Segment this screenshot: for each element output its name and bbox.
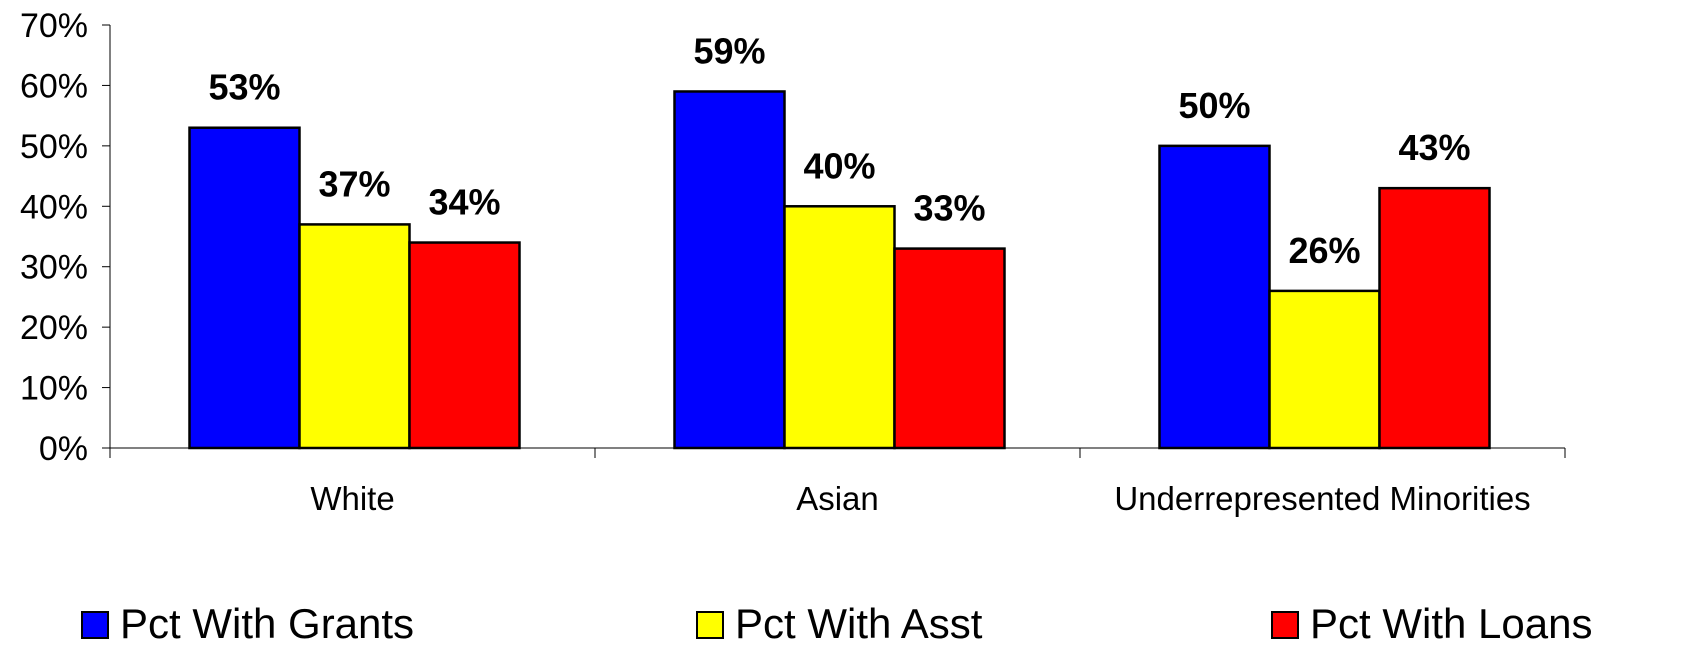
bars	[188, 90, 1491, 450]
y-tick-label: 60%	[20, 67, 88, 105]
bar	[673, 90, 786, 450]
bar	[1158, 144, 1271, 450]
y-axis: 0% 10% 20% 30% 40% 50% 60% 70%	[20, 7, 111, 468]
legend-label: Pct With Grants	[120, 600, 414, 646]
legend-swatch	[696, 611, 724, 639]
y-tick-label: 40%	[20, 188, 88, 226]
y-tick-label: 30%	[20, 249, 88, 287]
y-tick-label: 20%	[20, 309, 88, 347]
data-label: 40%	[803, 145, 875, 186]
data-label: 26%	[1288, 230, 1360, 271]
data-label: 43%	[1398, 127, 1470, 168]
bar	[408, 241, 521, 450]
data-label: 53%	[208, 67, 280, 108]
category-label: Asian	[796, 480, 879, 517]
bar	[783, 205, 896, 450]
data-labels: 53% 37% 34% 59% 40% 33% 50% 26% 43%	[208, 30, 1470, 270]
legend: Pct With Grants Pct With Asst Pct With Loa…	[81, 600, 1592, 646]
data-label: 50%	[1178, 85, 1250, 126]
y-tick-label: 10%	[20, 370, 88, 408]
y-tick-label: 0%	[39, 430, 88, 468]
legend-label: Pct With Loans	[1310, 600, 1592, 646]
data-label: 59%	[693, 30, 765, 71]
bar	[1378, 186, 1491, 450]
bar	[298, 223, 411, 450]
data-label: 34%	[428, 182, 500, 223]
legend-swatch	[81, 611, 109, 639]
category-label: White	[310, 480, 394, 517]
category-label: Underrepresented Minorities	[1114, 480, 1530, 517]
bar	[1268, 289, 1381, 450]
bar	[893, 247, 1006, 450]
legend-swatch	[1271, 611, 1299, 639]
legend-label: Pct With Asst	[735, 600, 983, 646]
x-axis: White Asian Underrepresented Minorities	[109, 447, 1566, 517]
bar	[188, 126, 301, 450]
data-label: 33%	[913, 188, 985, 229]
y-tick-label: 50%	[20, 128, 88, 166]
y-tick-label: 70%	[20, 7, 88, 45]
data-label: 37%	[318, 163, 390, 204]
